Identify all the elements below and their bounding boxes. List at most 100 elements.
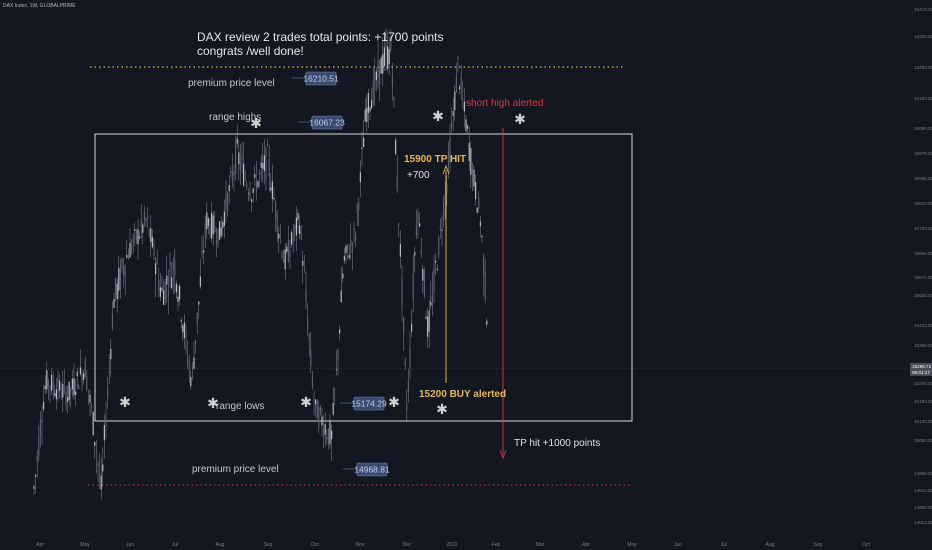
candle-body [324, 424, 326, 435]
candle-body [89, 394, 91, 403]
candle-body [44, 385, 46, 390]
y-tick-label: 16330.00 [914, 34, 932, 39]
candle-body [153, 243, 155, 257]
asterisk-marker: ✱ [250, 116, 262, 132]
candle-body [462, 98, 464, 101]
candle-body [148, 229, 150, 236]
candle-body [423, 270, 425, 296]
candle-body [67, 397, 69, 402]
candle-body [49, 386, 51, 388]
candle-body [255, 180, 257, 193]
candle-body [334, 388, 336, 390]
candle-body [105, 416, 107, 427]
candle-body [119, 265, 121, 290]
x-tick-label: Jun [674, 542, 682, 548]
candle-body [294, 226, 296, 229]
candle-body [375, 71, 377, 81]
candle-body [486, 320, 488, 325]
candle-body [345, 245, 347, 253]
candle-body [267, 144, 269, 146]
candle-body [60, 396, 62, 398]
candle-body [455, 76, 457, 93]
candle-body [404, 360, 406, 366]
x-tick-label: Apr [582, 542, 590, 548]
candle-body [332, 403, 334, 415]
candle-body [476, 207, 478, 213]
candle-body [303, 268, 305, 270]
candle-body [387, 46, 389, 69]
candle-body [366, 107, 368, 122]
candle-body [190, 376, 192, 387]
candle-body [287, 239, 289, 262]
candle-body [433, 268, 435, 292]
candle-body [307, 318, 309, 330]
candle-body [380, 57, 382, 74]
candle-body [262, 162, 264, 169]
candle-body [268, 159, 270, 177]
candle-body [279, 237, 281, 239]
candle-body [484, 271, 486, 300]
candle-body [289, 249, 291, 257]
buy-alert-label: 15200 BUY alerted [419, 389, 506, 400]
candle-body [388, 49, 390, 65]
candle-body [414, 252, 416, 256]
candle-body [124, 265, 126, 277]
candle-body [422, 268, 424, 281]
candle-body [169, 261, 171, 265]
y-tick-label: 14910.00 [914, 488, 932, 493]
candle-body [175, 283, 177, 293]
candle-body [225, 194, 227, 211]
candle-body [292, 238, 294, 241]
x-tick-label: Jul [721, 542, 727, 548]
candle-body [252, 188, 254, 193]
candle-body [335, 369, 337, 371]
x-tick-label: Apr [36, 542, 44, 548]
plus-700-label: +700 [407, 170, 430, 181]
candle-body [356, 205, 358, 213]
candle-body [284, 249, 286, 270]
x-tick-label: Oct [862, 542, 870, 548]
candle-body [323, 429, 325, 438]
candle-body [137, 229, 139, 245]
candle-body [115, 278, 117, 295]
candle-body [151, 237, 153, 248]
candle-body [374, 72, 376, 90]
candle-body [198, 301, 200, 305]
candle-body [270, 187, 272, 191]
candle-body [57, 376, 59, 393]
candle-body [166, 275, 168, 285]
price-badge [305, 71, 337, 86]
candle-body [263, 155, 265, 172]
candle-body [126, 255, 128, 258]
candle-body [86, 376, 88, 390]
candle-body [444, 193, 446, 203]
candle-body [364, 109, 366, 122]
candle-body [195, 340, 197, 344]
candle-body [155, 263, 157, 275]
candle-body [319, 406, 321, 411]
candle-body [39, 419, 41, 437]
candle-body [84, 360, 86, 378]
candle-body [353, 228, 355, 231]
candle-body [227, 193, 229, 211]
x-tick-label: Jun [126, 542, 134, 548]
candle-body [131, 244, 133, 252]
candle-body [223, 211, 225, 227]
y-tick-label: 15360.00 [914, 343, 932, 348]
y-tick-label: 14960.00 [914, 471, 932, 476]
candle-body [398, 223, 400, 226]
candle-body [391, 74, 393, 86]
candle-body [468, 143, 470, 161]
candle-body [134, 229, 136, 231]
candle-body [231, 171, 233, 183]
candle-body [185, 331, 187, 339]
candle-body [244, 178, 246, 180]
candle-body [188, 364, 190, 370]
y-tick-label: 14812.00 [914, 520, 932, 525]
candle-body [214, 225, 216, 233]
candle-body [275, 202, 277, 218]
candle-body [430, 302, 432, 306]
candle-body [339, 329, 341, 334]
candle-body [342, 273, 344, 279]
